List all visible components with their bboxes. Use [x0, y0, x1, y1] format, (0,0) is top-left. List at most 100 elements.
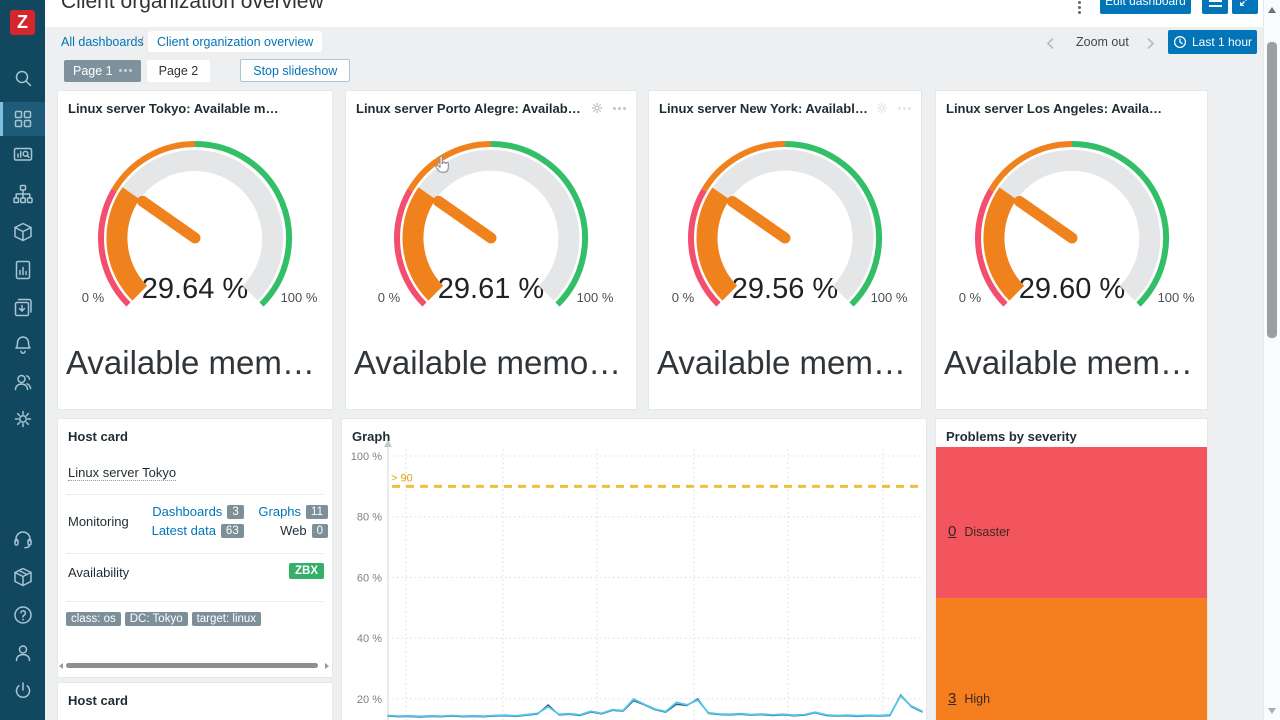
person-icon	[15, 645, 30, 662]
high-count[interactable]: 3	[948, 690, 957, 707]
tag-dc-tokyo: DC: Tokyo	[124, 612, 188, 626]
widget-title: Linux server New York: Available…	[659, 100, 869, 116]
gear-icon	[14, 410, 31, 428]
title-bar: Client organization overview Edit dashbo…	[45, 0, 1280, 27]
widget-title: Linux server Porto Alegre: Availabl…	[356, 100, 584, 116]
dashboard-kebab-menu[interactable]	[1073, 1, 1085, 15]
severity-label: 3 High	[948, 690, 990, 707]
dashboard-toolbar: All dashboards / Client organization ove…	[45, 27, 1280, 88]
hamburger-menu-button[interactable]	[1202, 0, 1228, 14]
breadcrumb-separator: /	[140, 35, 144, 49]
sidebar-item-search[interactable]	[0, 61, 45, 95]
severity-label: 0 Disaster	[948, 523, 1010, 540]
users-icon	[14, 374, 31, 391]
edit-dashboard-button[interactable]: Edit dashboard	[1100, 0, 1191, 14]
horizontal-scrollbar[interactable]	[66, 663, 318, 668]
latest-data-link[interactable]: Latest data	[151, 523, 216, 538]
tab-page-2[interactable]: Page 2	[146, 59, 211, 82]
services-icon	[12, 184, 33, 204]
widget-host-card: Host card Linux server Tokyo Monitoring …	[57, 418, 333, 678]
dashboards-count-badge: 3	[227, 504, 244, 519]
svg-text:> 90: > 90	[391, 472, 413, 484]
tab-page-1-kebab-icon[interactable]	[118, 69, 132, 72]
scroll-up-arrow[interactable]	[1268, 7, 1276, 13]
widget-gear-icon[interactable]	[590, 101, 604, 115]
fullscreen-button[interactable]	[1232, 0, 1258, 14]
tab-page-1[interactable]: Page 1	[64, 59, 141, 82]
hscroll-right-arrow[interactable]	[325, 663, 329, 669]
widget-gauge-los-angeles: Linux server Los Angeles: Availa… 29.60 …	[935, 90, 1208, 410]
widget-gauge-tokyo: Linux server Tokyo: Available m… 29.64 %…	[57, 90, 333, 410]
host-tags: class: os DC: Tokyo target: linux	[66, 612, 262, 626]
sidebar-item-data-collection[interactable]	[0, 291, 45, 325]
time-forward-chevron[interactable]	[1146, 37, 1155, 55]
severity-block-disaster[interactable]: 0 Disaster	[936, 447, 1207, 598]
disaster-count[interactable]: 0	[948, 523, 957, 540]
gauge-min-label: 0 %	[82, 290, 105, 305]
inventory-icon	[13, 222, 32, 242]
widget-gear-icon[interactable]	[875, 101, 889, 115]
gauge-value: 29.60 %	[1018, 273, 1124, 305]
gauge-description: Available mem…	[66, 344, 315, 381]
gauge-max-label: 100 %	[1157, 290, 1194, 305]
vertical-scrollbar[interactable]	[1263, 0, 1280, 720]
graphs-link[interactable]: Graphs	[258, 504, 302, 519]
time-back-chevron[interactable]	[1046, 37, 1055, 55]
sidebar-item-inventory[interactable]	[0, 215, 45, 249]
monitoring-label: Monitoring	[68, 514, 129, 529]
hscroll-left-arrow[interactable]	[59, 663, 63, 669]
vertical-scrollbar-thumb[interactable]	[1267, 42, 1277, 338]
reports-icon	[15, 260, 30, 280]
sidebar-item-sign-out[interactable]	[0, 674, 45, 708]
gauge-min-label: 0 %	[958, 290, 981, 305]
severity-block-high[interactable]: 3 High	[936, 598, 1207, 720]
page-title: Client organization overview	[61, 0, 324, 13]
chevron-right-icon	[1147, 37, 1155, 50]
sidebar-item-user-profile[interactable]	[0, 636, 45, 670]
gauge-max-label: 100 %	[577, 290, 614, 305]
data-collection-icon	[14, 298, 32, 317]
headset-icon	[13, 531, 32, 549]
sidebar-item-support[interactable]	[0, 522, 45, 556]
sidebar-item-alerts[interactable]	[0, 328, 45, 362]
widget-kebab-icon[interactable]	[613, 106, 626, 110]
sidebar-item-integrations[interactable]	[0, 560, 45, 594]
sidebar-item-services[interactable]	[0, 177, 45, 211]
sidebar-item-help[interactable]	[0, 598, 45, 632]
availability-label: Availability	[68, 565, 130, 580]
divider	[66, 553, 324, 554]
tag-class-os: class: os	[66, 612, 121, 626]
widget-host-card-2: Host card	[57, 682, 333, 720]
stop-slideshow-button[interactable]: Stop slideshow	[240, 59, 351, 82]
sidebar-item-administration[interactable]	[0, 402, 45, 436]
svg-text:40 %: 40 %	[357, 633, 382, 645]
gauge-chart-new-york: 29.56 % 0 % 100 %	[672, 141, 908, 307]
chevron-left-icon	[1046, 37, 1054, 50]
widget-title: Graph	[352, 428, 391, 444]
time-range-button[interactable]: Last 1 hour	[1168, 30, 1257, 54]
line-chart: 100 % 80 % 60 % 40 % 20 % > 90	[351, 440, 923, 720]
zoom-out-button[interactable]: Zoom out	[1076, 35, 1129, 49]
sidebar-item-users[interactable]	[0, 365, 45, 399]
gauge-chart-tokyo: 29.64 % 0 % 100 %	[82, 141, 318, 307]
zabbix-logo[interactable]: Z	[10, 10, 35, 35]
sidebar-item-reports[interactable]	[0, 253, 45, 287]
dashboards-link[interactable]: Dashboards	[152, 504, 223, 519]
sidebar-item-dashboards[interactable]	[0, 102, 45, 136]
dashboards-icon	[14, 110, 31, 128]
host-link[interactable]: Linux server Tokyo	[68, 465, 177, 481]
widget-kebab-icon[interactable]	[898, 106, 911, 110]
widget-title: Host card	[68, 692, 128, 708]
scroll-down-arrow[interactable]	[1268, 708, 1276, 714]
gauge-description: Available mem…	[657, 344, 906, 381]
breadcrumb-current[interactable]: Client organization overview	[148, 31, 323, 52]
breadcrumb-all-dashboards[interactable]: All dashboards	[61, 35, 144, 49]
widget-problems-by-severity: Problems by severity 0 Disaster 3 High	[935, 418, 1208, 720]
search-icon	[15, 70, 31, 87]
sidebar-item-monitoring[interactable]	[0, 138, 45, 172]
widget-title: Problems by severity	[946, 428, 1077, 444]
clock-icon	[1173, 35, 1187, 49]
web-count-badge: 0	[311, 523, 328, 538]
widget-graph: 100 % 80 % 60 % 40 % 20 % > 90 Graph	[341, 418, 927, 720]
latest-data-count-badge: 63	[220, 523, 244, 538]
